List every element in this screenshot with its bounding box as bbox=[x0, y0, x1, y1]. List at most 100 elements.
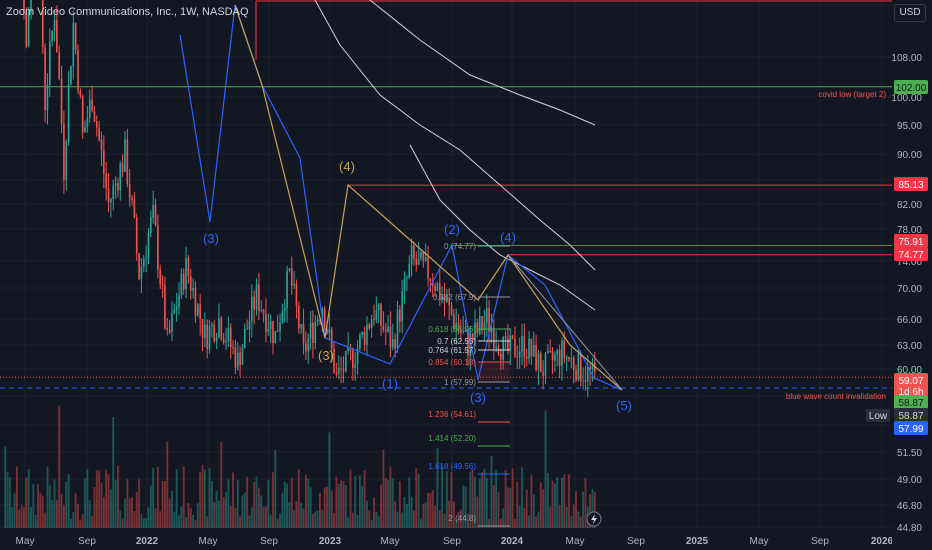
volume-bar bbox=[241, 495, 244, 528]
candle-body bbox=[429, 278, 432, 281]
volume-bar bbox=[133, 511, 136, 528]
volume-bar bbox=[497, 491, 500, 528]
candle-body bbox=[171, 312, 173, 333]
candle-body bbox=[98, 127, 100, 140]
candle-body bbox=[547, 350, 549, 354]
candle-body bbox=[349, 347, 352, 351]
candle-body bbox=[164, 285, 166, 328]
candle-body bbox=[258, 284, 260, 311]
candle-body bbox=[84, 127, 86, 133]
volume-bar bbox=[333, 513, 336, 528]
volume-bar bbox=[253, 482, 256, 528]
volume-bar bbox=[260, 495, 263, 528]
horizontal-levels bbox=[0, 0, 892, 389]
candle-body bbox=[30, 0, 32, 13]
volume-bar bbox=[34, 515, 37, 528]
candle-body bbox=[185, 257, 187, 290]
candle-body bbox=[126, 139, 129, 184]
candle-body bbox=[213, 324, 216, 342]
candle-body bbox=[166, 327, 169, 330]
candle-body bbox=[436, 283, 439, 291]
price-tag-74-77: 74.77 bbox=[898, 250, 923, 261]
candle-body bbox=[438, 283, 441, 300]
volume-bar bbox=[506, 487, 509, 528]
volume-bar bbox=[196, 503, 199, 528]
volume-bar bbox=[570, 516, 573, 528]
candle-body bbox=[568, 356, 570, 360]
candle-body bbox=[352, 350, 354, 368]
candle-body bbox=[251, 296, 253, 322]
candle-body bbox=[316, 319, 319, 323]
volume-bar bbox=[314, 511, 317, 528]
currency-button[interactable]: USD bbox=[894, 4, 926, 22]
volume-bar bbox=[467, 513, 469, 528]
candle-body bbox=[323, 308, 326, 330]
volume-bar bbox=[225, 491, 227, 528]
candle-body bbox=[248, 321, 251, 330]
y-tick-label: 44.80 bbox=[897, 523, 922, 534]
volume-bar bbox=[488, 519, 491, 528]
volume-bar bbox=[246, 476, 249, 528]
candle-body bbox=[243, 328, 246, 349]
candle-body bbox=[549, 350, 552, 352]
candle-body bbox=[265, 313, 267, 332]
volume-bar bbox=[27, 469, 30, 528]
x-tick-label: Sep bbox=[443, 536, 461, 547]
candle-body bbox=[79, 90, 82, 96]
y-tick-label: 51.50 bbox=[897, 448, 922, 459]
chart-title: Zoom Video Communications, Inc., 1W, NAS… bbox=[6, 6, 249, 18]
candle-body bbox=[211, 324, 213, 327]
candle-body bbox=[340, 367, 342, 369]
candle-body bbox=[561, 340, 563, 366]
x-tick-label: 2026 bbox=[871, 536, 894, 547]
volume-bar bbox=[307, 478, 310, 528]
candle-body bbox=[450, 305, 453, 315]
wave-lines bbox=[179, 4, 623, 391]
candle-body bbox=[25, 12, 28, 46]
volume-bar bbox=[95, 470, 98, 528]
volume-bar bbox=[373, 497, 375, 528]
volume-bar bbox=[342, 481, 345, 528]
candle-body bbox=[70, 66, 72, 85]
volume-bar bbox=[23, 507, 25, 528]
candle-body bbox=[225, 341, 227, 343]
candle-body bbox=[204, 324, 206, 338]
volume-bar bbox=[579, 516, 582, 528]
x-tick-label: 2025 bbox=[686, 536, 709, 547]
volume-bar bbox=[65, 481, 68, 528]
volume-bar bbox=[452, 501, 455, 528]
volume-bar bbox=[269, 514, 272, 528]
candle-body bbox=[51, 30, 53, 42]
volume-bar bbox=[445, 471, 448, 528]
volume-bar bbox=[4, 446, 7, 528]
volume-bar bbox=[192, 514, 195, 528]
candle-body bbox=[27, 12, 30, 46]
candle-body bbox=[295, 283, 298, 306]
volume-bar bbox=[532, 494, 535, 528]
volume-bar bbox=[438, 510, 441, 528]
volume-bar bbox=[88, 500, 91, 528]
volume-bar bbox=[462, 485, 465, 528]
volume-bar bbox=[15, 466, 18, 528]
volume-bar bbox=[483, 468, 486, 528]
candle-body bbox=[532, 345, 535, 357]
volume-bar bbox=[518, 505, 521, 528]
candle-body bbox=[173, 309, 176, 313]
candle-body bbox=[239, 352, 241, 365]
candle-body bbox=[330, 329, 333, 349]
candle-body bbox=[509, 335, 512, 351]
candle-body bbox=[314, 322, 317, 344]
volume-bar bbox=[499, 518, 502, 528]
candle-body bbox=[260, 310, 263, 312]
candle-body bbox=[500, 353, 502, 360]
volume-bar bbox=[171, 491, 173, 528]
candle-body bbox=[455, 322, 458, 329]
candle-body bbox=[128, 183, 131, 198]
volume-bar bbox=[389, 466, 392, 528]
fib-ext-label: 1.414 (52.20) bbox=[428, 434, 476, 443]
volume-bar bbox=[234, 507, 237, 528]
volume-bar bbox=[267, 480, 270, 528]
volume-bar bbox=[257, 487, 260, 528]
candle-body bbox=[427, 257, 429, 279]
